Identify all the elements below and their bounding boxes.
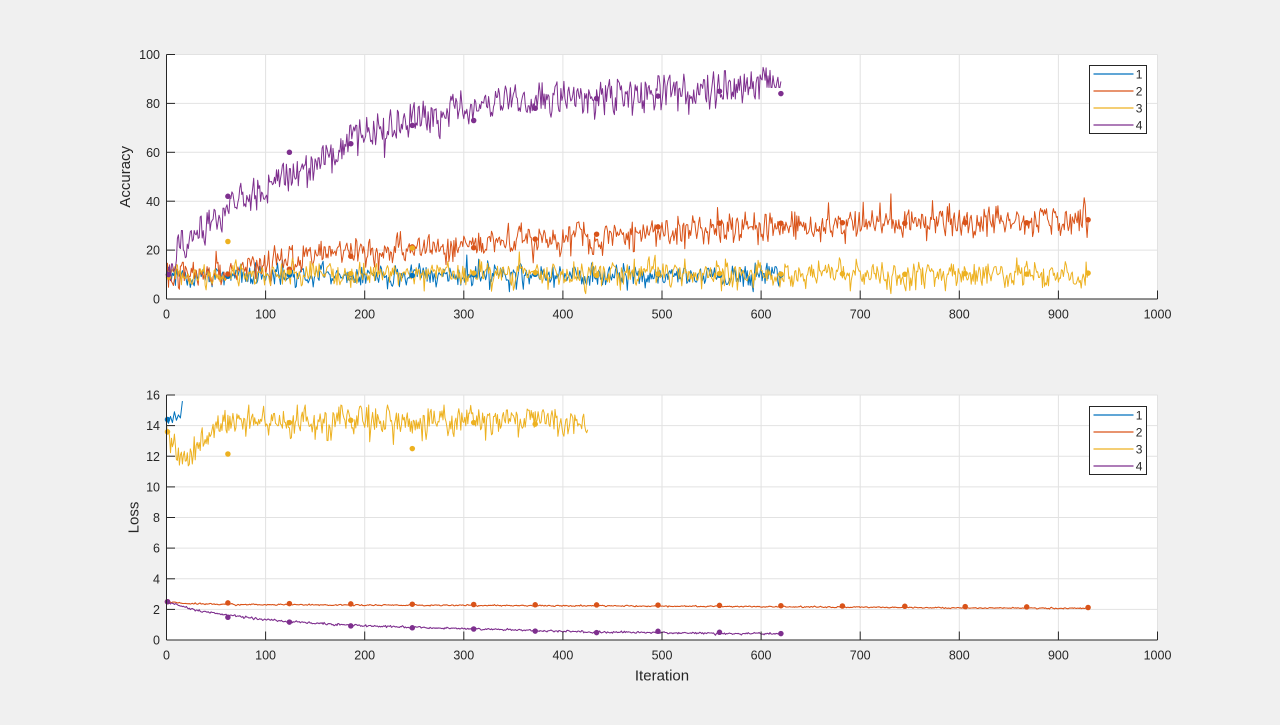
- svg-text:1: 1: [1136, 408, 1143, 422]
- svg-text:16: 16: [146, 389, 160, 403]
- svg-text:1000: 1000: [1144, 649, 1172, 663]
- svg-text:2: 2: [1136, 425, 1143, 439]
- svg-text:500: 500: [652, 308, 673, 322]
- svg-text:2: 2: [153, 603, 160, 617]
- svg-text:800: 800: [949, 308, 970, 322]
- svg-text:8: 8: [153, 511, 160, 525]
- svg-text:0: 0: [163, 649, 170, 663]
- svg-text:600: 600: [751, 649, 772, 663]
- svg-text:500: 500: [652, 649, 673, 663]
- svg-text:Accuracy: Accuracy: [117, 145, 134, 207]
- svg-text:200: 200: [354, 308, 375, 322]
- svg-text:60: 60: [146, 146, 160, 160]
- svg-text:4: 4: [1136, 118, 1143, 132]
- svg-text:12: 12: [146, 450, 160, 464]
- svg-text:14: 14: [146, 419, 160, 433]
- svg-text:0: 0: [153, 293, 160, 307]
- svg-text:1000: 1000: [1144, 308, 1172, 322]
- svg-text:80: 80: [146, 97, 160, 111]
- svg-text:1: 1: [1136, 67, 1143, 81]
- svg-text:400: 400: [552, 649, 573, 663]
- svg-text:0: 0: [163, 308, 170, 322]
- svg-text:2: 2: [1136, 84, 1143, 98]
- svg-text:300: 300: [453, 308, 474, 322]
- svg-text:100: 100: [255, 649, 276, 663]
- svg-text:800: 800: [949, 649, 970, 663]
- svg-text:3: 3: [1136, 101, 1143, 115]
- svg-text:600: 600: [751, 308, 772, 322]
- svg-text:100: 100: [255, 308, 276, 322]
- svg-text:6: 6: [153, 542, 160, 556]
- svg-text:Iteration: Iteration: [635, 668, 689, 685]
- svg-text:10: 10: [146, 481, 160, 495]
- svg-text:40: 40: [146, 195, 160, 209]
- svg-text:100: 100: [139, 48, 160, 62]
- svg-text:900: 900: [1048, 649, 1069, 663]
- svg-text:400: 400: [552, 308, 573, 322]
- svg-text:0: 0: [153, 634, 160, 648]
- svg-text:20: 20: [146, 244, 160, 258]
- svg-text:4: 4: [153, 572, 160, 586]
- svg-text:200: 200: [354, 649, 375, 663]
- svg-text:Loss: Loss: [126, 502, 143, 534]
- svg-text:3: 3: [1136, 442, 1143, 456]
- svg-text:700: 700: [850, 649, 871, 663]
- svg-text:4: 4: [1136, 459, 1143, 473]
- svg-text:700: 700: [850, 308, 871, 322]
- svg-text:900: 900: [1048, 308, 1069, 322]
- svg-text:300: 300: [453, 649, 474, 663]
